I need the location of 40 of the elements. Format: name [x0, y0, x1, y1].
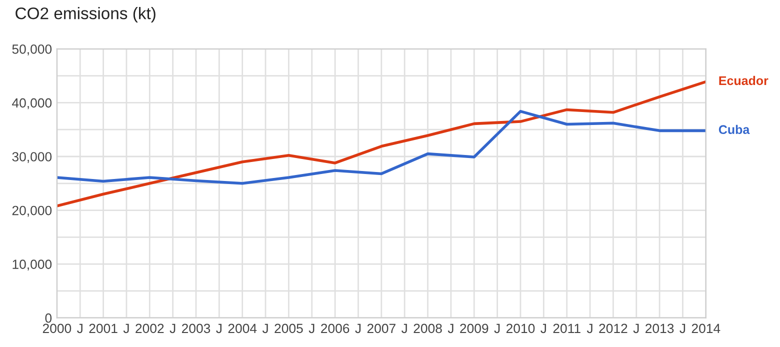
x-tick-label: J — [216, 324, 222, 334]
x-tick-label: 2000 — [42, 324, 72, 334]
x-tick-label: 2003 — [182, 324, 210, 334]
series-label: Cuba — [718, 124, 750, 134]
x-tick-label: J — [402, 324, 407, 334]
line-series — [56, 80, 706, 208]
x-tick-label: J — [77, 324, 82, 334]
x-tick-label: J — [586, 324, 592, 334]
y-tick-label: 0 — [45, 313, 52, 323]
y-tick-label: 50,000 — [12, 44, 52, 56]
series-label: Ecuador — [719, 76, 768, 86]
x-tick-label: J — [448, 324, 454, 334]
y-tick-label: 10,000 — [12, 260, 52, 271]
x-tick-label: 2004 — [228, 324, 257, 334]
x-tick-label: 2005 — [274, 324, 303, 334]
x-tick-label: 2009 — [460, 324, 488, 334]
x-tick-label: J — [540, 324, 546, 334]
x-tick-label: 2013 — [646, 324, 674, 334]
x-tick-label: J — [262, 324, 268, 334]
x-tick-label: J — [633, 324, 639, 334]
x-tick-label: 2010 — [506, 324, 535, 334]
x-tick-label: 2007 — [367, 324, 396, 334]
x-tick-label: J — [308, 324, 314, 334]
x-tick-label: 2011 — [553, 324, 580, 334]
x-tick-label: 2014 — [692, 324, 720, 334]
y-tick-label: 20,000 — [12, 206, 52, 217]
x-tick-label: J — [494, 324, 500, 334]
x-tick-label: J — [123, 324, 129, 334]
y-tick-label: 40,000 — [12, 98, 52, 110]
x-tick-label: 2002 — [136, 324, 164, 334]
x-tick-label: 2008 — [414, 324, 442, 334]
chart-title: CO2 emissions (kt) — [16, 7, 156, 23]
x-tick-label: 2001 — [89, 324, 118, 334]
x-tick-label: J — [170, 324, 176, 334]
x-tick-label: 2012 — [599, 324, 628, 334]
line-series — [56, 110, 706, 185]
x-tick-label: 2006 — [321, 324, 350, 334]
x-tick-label: J — [355, 324, 361, 334]
y-tick-label: 30,000 — [12, 152, 52, 163]
x-tick-label: J — [680, 324, 686, 334]
